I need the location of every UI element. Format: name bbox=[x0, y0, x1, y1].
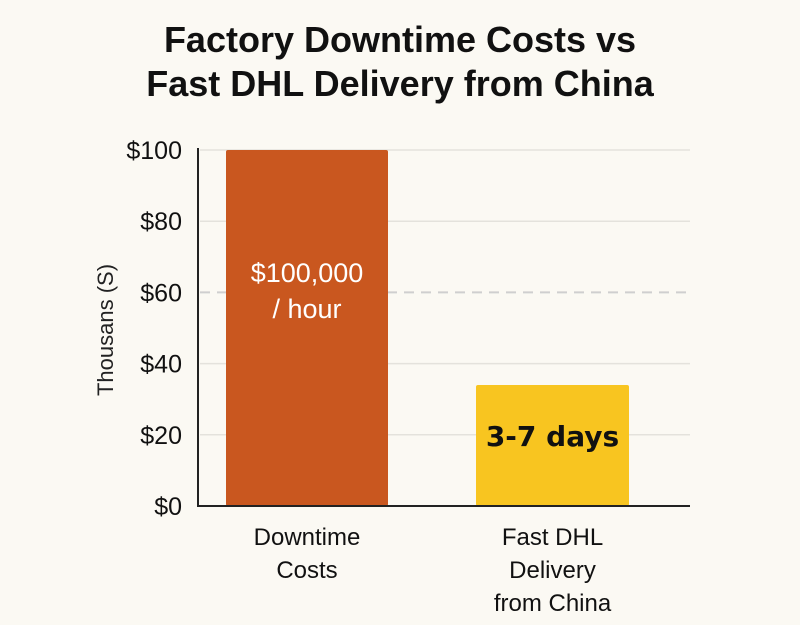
title-line-1: Factory Downtime Costs vs bbox=[163, 19, 637, 60]
y-tick-label: $80 bbox=[140, 208, 182, 236]
bar-label: / hour bbox=[272, 294, 341, 324]
x-tick-label: Downtime bbox=[254, 524, 361, 551]
bar-2 bbox=[476, 384, 629, 506]
bar-1 bbox=[226, 150, 388, 506]
x-tick-label: Costs bbox=[276, 557, 337, 584]
chart-title: Factory Downtime Costs vs Fast DHL Deliv… bbox=[0, 18, 800, 106]
y-tick-label: $40 bbox=[140, 351, 182, 379]
y-tick-label: $20 bbox=[140, 422, 182, 450]
y-tick-label: $100 bbox=[126, 137, 182, 165]
bar-label: $100,000 bbox=[251, 258, 364, 288]
y-axis-label: Thousans (S) bbox=[93, 264, 118, 396]
x-tick-label: Fast DHL bbox=[502, 524, 603, 551]
y-tick-label: $60 bbox=[140, 279, 182, 307]
x-tick-label: Delivery bbox=[509, 557, 596, 584]
title-line-2: Fast DHL Delivery from China bbox=[146, 63, 654, 104]
x-tick-label: from China bbox=[494, 590, 612, 617]
bar-label: 3-7 days bbox=[486, 420, 619, 453]
y-tick-label: $0 bbox=[154, 493, 182, 521]
